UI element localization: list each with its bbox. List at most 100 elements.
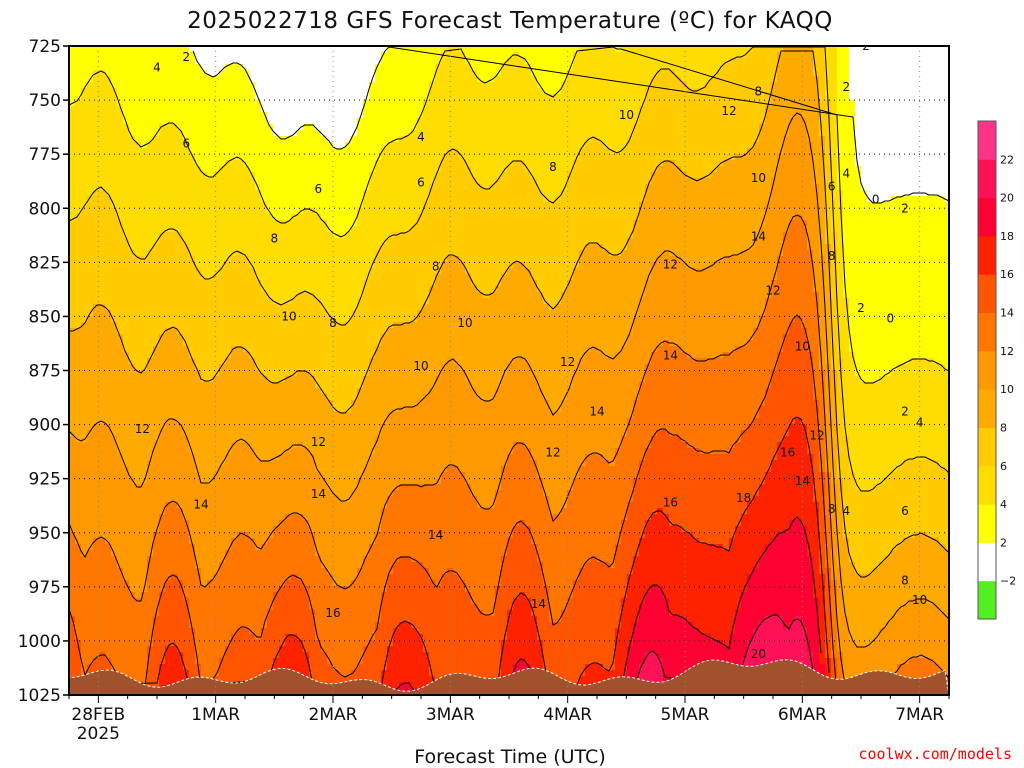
colorbar-frame	[977, 120, 997, 620]
contour-line	[69, 50, 949, 578]
x-axis-label: Forecast Time (UTC)	[414, 746, 605, 768]
contour-label: 12	[135, 422, 150, 436]
contour-label: 2	[857, 301, 865, 315]
x-tick-label: 4MAR	[543, 705, 592, 725]
contour-label: 14	[193, 498, 208, 512]
colorbar-label: 20	[1000, 192, 1014, 205]
x-tick-label: 7MAR	[895, 705, 944, 725]
contour-label: 10	[795, 340, 810, 354]
y-tick-label: 1025	[18, 686, 61, 706]
y-tick-label: 850	[29, 307, 61, 327]
contour-label: 10	[751, 171, 766, 185]
colorbar-swatch	[978, 504, 996, 543]
temperature-bands	[69, 46, 949, 695]
colorbar-swatch	[978, 121, 996, 160]
contour-label: 4	[153, 61, 161, 75]
temperature-band	[69, 316, 837, 695]
contour-label: 8	[271, 232, 279, 246]
terrain-surface	[69, 659, 949, 695]
contour-label: 0	[887, 312, 895, 326]
contour-line	[192, 46, 949, 204]
temperature-band	[69, 46, 949, 490]
contour-label: 14	[311, 487, 326, 501]
colorbar-swatch	[978, 465, 996, 505]
contour-label: 16	[663, 495, 678, 509]
x-tick-label: 2MAR	[309, 705, 358, 725]
contour-line	[632, 614, 814, 695]
colorbar-label: 4	[1000, 498, 1007, 511]
x-tick-sublabel: 2025	[77, 724, 120, 744]
temperature-band	[153, 418, 831, 695]
contour-label: 14	[663, 348, 678, 362]
colorbar-swatch	[978, 159, 996, 199]
contour-label: 0	[872, 193, 880, 207]
contour-label: 14	[428, 528, 443, 542]
contour-label: 8	[828, 249, 836, 263]
temperature-band	[69, 46, 949, 646]
contour-label: 6	[417, 175, 425, 189]
contour-label: 8	[901, 573, 909, 587]
colorbar-label: 8	[1000, 421, 1007, 434]
contour-line	[69, 416, 830, 695]
contour-line	[69, 112, 949, 648]
colorbar-label: 6	[1000, 460, 1007, 473]
contour-label: 6	[901, 504, 909, 518]
temperature-band	[189, 46, 949, 202]
x-tick-label: 3MAR	[426, 705, 475, 725]
colorbar-swatch	[978, 197, 996, 237]
y-tick-label: 750	[29, 91, 61, 111]
colorbar-label: 16	[1000, 268, 1014, 281]
contour-label: 2	[183, 50, 191, 64]
contour-label: 10	[281, 309, 296, 323]
colorbar-swatch	[978, 427, 996, 467]
colorbar-label: 12	[1000, 345, 1014, 358]
contour-line	[69, 46, 949, 492]
contour-label: 12	[545, 446, 560, 460]
colorbar-swatch	[978, 542, 996, 582]
contour-label: 16	[780, 446, 795, 460]
contour-label: 12	[809, 428, 824, 442]
contour-label: 14	[531, 597, 546, 611]
contour-label: 14	[589, 405, 604, 419]
terrain	[69, 659, 949, 695]
y-axis: 725 750 775 800 825 850 875 900 925 950 975 1000 102…	[18, 37, 69, 706]
colorbar-label: 18	[1000, 230, 1014, 243]
contour-label: 10	[912, 593, 927, 607]
y-tick-label: 925	[29, 470, 61, 490]
x-tick-label: 28FEB	[71, 705, 125, 725]
contour-label: 4	[417, 130, 425, 144]
contour-label: 14	[795, 474, 810, 488]
contour-line	[69, 46, 949, 384]
colorbar-swatch	[978, 389, 996, 428]
contour-label: 4	[843, 504, 851, 518]
y-tick-label: 800	[29, 199, 61, 219]
contour-label: 12	[560, 355, 575, 369]
contour-label: 4	[843, 167, 851, 181]
temperature-band	[69, 46, 949, 382]
colorbar-swatch	[978, 235, 996, 275]
contour-label: 8	[549, 160, 557, 174]
y-tick-label: 825	[29, 253, 61, 273]
grid-lines	[69, 46, 949, 695]
y-tick-label: 775	[29, 145, 61, 165]
colorbar-swatch	[978, 312, 996, 352]
contour-label: 18	[736, 491, 751, 505]
contour-label: −2	[852, 39, 870, 53]
contour-line	[284, 516, 822, 695]
x-tick-label: 6MAR	[778, 705, 827, 725]
colorbar-label: 14	[1000, 307, 1014, 320]
credit-link[interactable]: coolwx.com/models	[858, 745, 1012, 763]
contour-label: 8	[828, 502, 836, 516]
chart-title: 2025022718 GFS Forecast Temperature (ºC)…	[187, 8, 833, 34]
contour-label: 6	[828, 180, 836, 194]
contour-label: 8	[432, 260, 440, 274]
contour-label: 2	[901, 405, 909, 419]
colorbar-label: −2	[1000, 575, 1016, 588]
y-tick-label: 975	[29, 578, 61, 598]
y-tick-label: 875	[29, 362, 61, 382]
contour-label: 14	[751, 229, 766, 243]
